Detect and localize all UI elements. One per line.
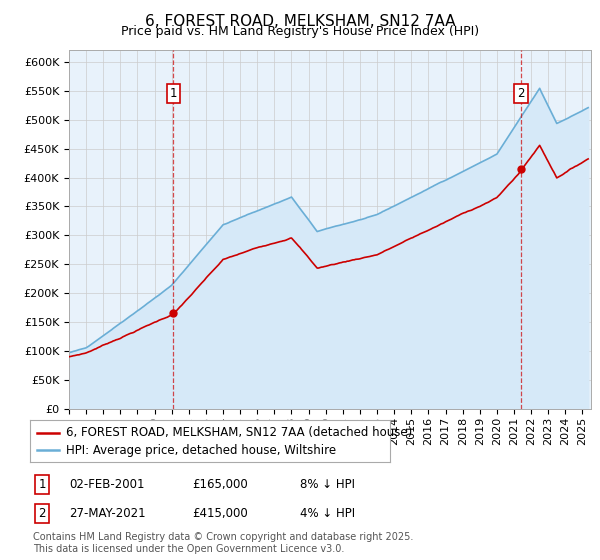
Text: This data is licensed under the Open Government Licence v3.0.: This data is licensed under the Open Gov… bbox=[33, 544, 344, 554]
Text: £165,000: £165,000 bbox=[192, 478, 248, 491]
Text: 27-MAY-2021: 27-MAY-2021 bbox=[69, 507, 146, 520]
Text: 6, FOREST ROAD, MELKSHAM, SN12 7AA: 6, FOREST ROAD, MELKSHAM, SN12 7AA bbox=[145, 14, 455, 29]
Text: 1: 1 bbox=[169, 87, 177, 100]
Text: 6, FOREST ROAD, MELKSHAM, SN12 7AA (detached house): 6, FOREST ROAD, MELKSHAM, SN12 7AA (deta… bbox=[66, 426, 412, 439]
Text: 2: 2 bbox=[38, 507, 46, 520]
Text: 4% ↓ HPI: 4% ↓ HPI bbox=[300, 507, 355, 520]
Text: 2: 2 bbox=[517, 87, 525, 100]
Text: Contains HM Land Registry data © Crown copyright and database right 2025.: Contains HM Land Registry data © Crown c… bbox=[33, 532, 413, 542]
Text: 1: 1 bbox=[38, 478, 46, 491]
Text: 8% ↓ HPI: 8% ↓ HPI bbox=[300, 478, 355, 491]
Text: Price paid vs. HM Land Registry's House Price Index (HPI): Price paid vs. HM Land Registry's House … bbox=[121, 25, 479, 38]
Text: £415,000: £415,000 bbox=[192, 507, 248, 520]
Text: HPI: Average price, detached house, Wiltshire: HPI: Average price, detached house, Wilt… bbox=[66, 444, 336, 457]
Text: 02-FEB-2001: 02-FEB-2001 bbox=[69, 478, 145, 491]
